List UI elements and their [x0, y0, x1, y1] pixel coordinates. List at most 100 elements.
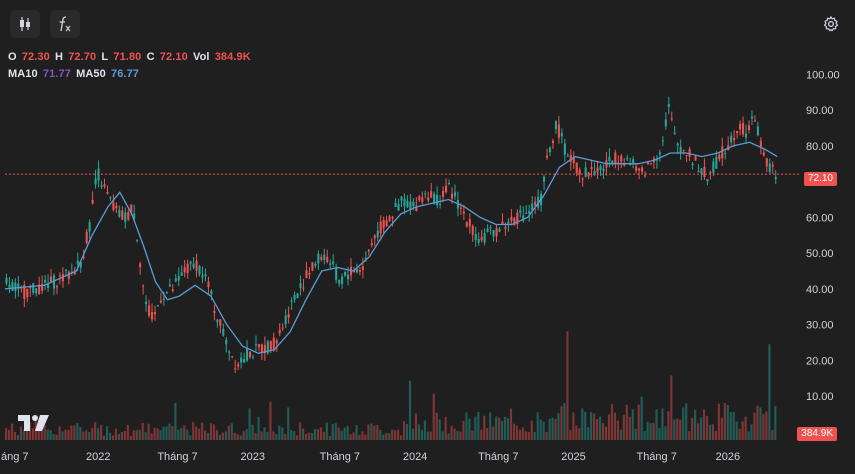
candle-body [174, 278, 177, 282]
y-tick-label: 90.00 [806, 105, 834, 117]
candle-body [534, 201, 537, 206]
volume-bar [587, 427, 590, 440]
volume-bar [551, 417, 554, 440]
candle-body [409, 201, 412, 210]
candle-body [557, 124, 560, 138]
candle-body [602, 168, 605, 172]
volume-bar [248, 408, 251, 440]
candle-body [679, 146, 682, 154]
candle-body [156, 305, 159, 307]
candle-body [183, 267, 186, 273]
candle-body [153, 311, 157, 314]
candle-body [492, 230, 495, 237]
candle-body [201, 275, 204, 278]
candle-body [121, 210, 124, 220]
candle-body [207, 281, 210, 288]
volume-bar [135, 430, 138, 440]
volume-bar [414, 413, 418, 440]
candle-body [430, 191, 433, 198]
candle-body [308, 273, 311, 275]
volume-bar [91, 427, 94, 440]
volume-bar [515, 425, 519, 440]
volume-bar [10, 423, 14, 440]
volume-bar [144, 432, 147, 440]
volume-bar [141, 422, 144, 440]
volume-bar [67, 429, 70, 440]
volume-bar [82, 431, 85, 440]
candle-body [130, 204, 133, 213]
candle-body [73, 270, 76, 275]
volume-bar [652, 423, 655, 440]
volume-bar [596, 419, 599, 440]
volume-bar [426, 431, 429, 440]
candle-body [563, 143, 566, 155]
volume-bar [720, 417, 723, 440]
y-tick-label: 20.00 [806, 355, 834, 367]
volume-bar [31, 428, 34, 440]
settings-button[interactable] [817, 10, 845, 38]
volume-bar [361, 431, 364, 440]
candle-body [756, 126, 759, 136]
candle-body [620, 155, 623, 162]
volume-bar [55, 434, 58, 440]
candle-body [501, 221, 504, 225]
volume-bar [524, 431, 527, 440]
low-value: 71.80 [113, 51, 142, 63]
volume-bar [147, 423, 150, 440]
volume-bar [355, 425, 358, 440]
candle-body [697, 171, 700, 173]
candle-body [724, 153, 727, 155]
candle-body [658, 152, 661, 155]
volume-bar [723, 402, 726, 440]
volume-bar [162, 426, 165, 440]
volume-bar [506, 418, 510, 440]
volume-bar [649, 423, 652, 440]
volume-bar [560, 406, 563, 440]
volume-bar [391, 429, 394, 440]
candle-body [145, 301, 148, 305]
candle-body [246, 348, 249, 361]
volume-bar [16, 434, 20, 440]
candle-body [257, 344, 260, 348]
ma10-value: 71.77 [42, 68, 71, 80]
volume-bar [123, 431, 126, 440]
candle-body [771, 164, 774, 167]
open-label: O [8, 51, 17, 63]
candle-body [581, 178, 584, 180]
volume-bar [340, 430, 343, 440]
candle-body [287, 314, 290, 318]
volume-bar [382, 434, 385, 440]
volume-bar [610, 404, 614, 440]
candle-body [192, 263, 195, 268]
candle-body [228, 351, 231, 353]
volume-bar [61, 431, 64, 440]
candle-body [17, 283, 20, 289]
indicators-button[interactable] [50, 10, 80, 38]
volume-bar [328, 435, 331, 440]
candle-body [486, 228, 489, 232]
volume-bar [236, 434, 239, 440]
candle-body [23, 284, 26, 299]
volume-bar [94, 422, 97, 440]
volume-bar [622, 414, 625, 440]
volume-bar [209, 423, 213, 440]
candle-body [682, 149, 685, 151]
volume-bar [242, 431, 245, 440]
x-tick-label: 2023 [240, 451, 264, 463]
candle-body [513, 217, 516, 225]
volume-bar [364, 434, 367, 440]
candlestick-button[interactable] [10, 10, 40, 38]
y-tick-label: 100.00 [806, 69, 840, 81]
candle-body [498, 228, 501, 232]
volume-bar [697, 423, 700, 440]
volume-bar [299, 422, 302, 440]
volume-bar [729, 412, 732, 440]
candle-body [474, 234, 477, 240]
candle-body [590, 166, 593, 170]
close-value: 72.10 [159, 51, 188, 63]
candle-body [195, 260, 198, 271]
volume-bar [319, 427, 322, 440]
volume-bar [631, 409, 634, 440]
volume-bar [765, 411, 768, 440]
